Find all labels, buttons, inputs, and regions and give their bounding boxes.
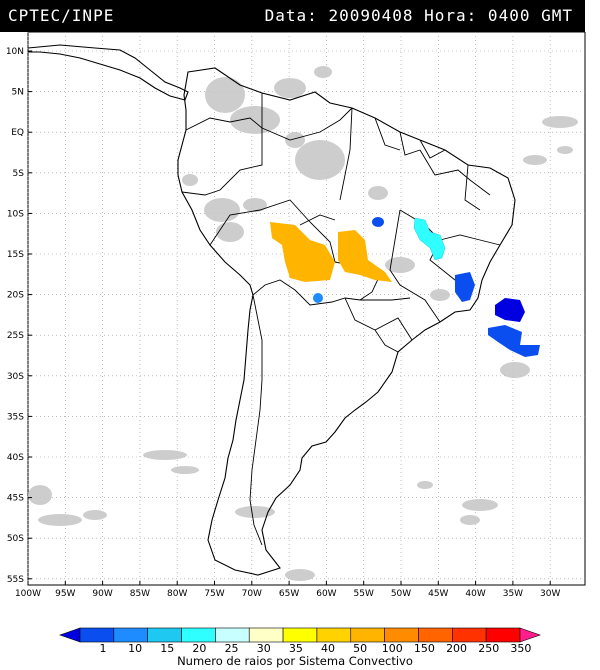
lat-label: 40S: [7, 453, 24, 463]
lat-label: 15S: [7, 250, 24, 260]
lat-label: 30S: [7, 372, 24, 382]
lon-label: 30W: [540, 589, 560, 597]
cluster-darkblue: [495, 298, 525, 322]
lat-label: EQ: [11, 128, 24, 138]
legend-value: 100: [382, 642, 403, 655]
source-label: CPTEC/INPE: [8, 6, 115, 25]
legend-value: 10: [128, 642, 142, 655]
lon-label: 35W: [503, 589, 523, 597]
legend-colorbar: [59, 627, 541, 643]
longitude-labels: 100W 95W 90W 85W 80W 75W 70W 65W 60W 55W 50W 45W 40W…: [15, 581, 560, 597]
central-america-coastline: [27, 44, 189, 101]
legend-value: 350: [510, 642, 531, 655]
legend-value: 35: [289, 642, 303, 655]
cluster-orange-west: [270, 222, 335, 282]
lat-label: 5S: [13, 169, 25, 179]
legend-swatch: [485, 627, 521, 643]
map-grid: [27, 32, 585, 585]
lat-label: 25S: [7, 331, 24, 341]
legend-value: 50: [353, 642, 367, 655]
legend-labels: 1 10 15 20 25 30 35 40 50 100 150 200 250 350: [100, 642, 532, 655]
legend-value: 25: [225, 642, 239, 655]
legend-value: 250: [478, 642, 499, 655]
lat-label: 20S: [7, 291, 24, 301]
legend-title: Numero de raios por Sistema Convectivo: [177, 654, 413, 668]
legend-arrow-right: [519, 627, 541, 643]
legend-value: 30: [257, 642, 271, 655]
datetime-label: Data: 20090408 Hora: 0400 GMT: [264, 6, 573, 25]
lon-label: 55W: [354, 589, 374, 597]
lon-label: 60W: [316, 589, 336, 597]
lon-label: 100W: [15, 589, 41, 597]
cluster-orange-east: [338, 230, 392, 282]
legend-swatch: [350, 627, 385, 643]
legend-value: 1: [100, 642, 107, 655]
lat-label: 55S: [7, 575, 24, 585]
lon-label: 90W: [92, 589, 112, 597]
color-legend: 1 10 15 20 25 30 35 40 50 100 150 200 250 350 Numero …: [59, 627, 541, 668]
map-header: CPTEC/INPE Data: 20090408 Hora: 0400 GMT: [0, 0, 585, 32]
lightning-map: 10N5NEQ5S10S15S20S25S30S35S40S45S50S55S …: [6, 32, 586, 597]
legend-swatch: [384, 627, 419, 643]
lat-label: 50S: [7, 534, 24, 544]
lightning-clusters: [270, 217, 540, 357]
lon-label: 95W: [55, 589, 75, 597]
lon-label: 80W: [167, 589, 187, 597]
cluster-cyan: [413, 217, 446, 261]
lon-label: 40W: [465, 589, 485, 597]
legend-swatch: [79, 627, 115, 643]
lon-label: 75W: [204, 589, 224, 597]
legend-swatch: [248, 627, 284, 643]
legend-swatch: [452, 627, 487, 643]
lat-label: 45S: [7, 494, 24, 504]
lon-label: 65W: [279, 589, 299, 597]
legend-value: 200: [446, 642, 467, 655]
lon-label: 50W: [391, 589, 411, 597]
legend-value: 150: [414, 642, 435, 655]
cluster-blue-1: [372, 217, 384, 227]
legend-value: 20: [192, 642, 206, 655]
legend-swatch: [147, 627, 182, 643]
legend-swatch: [418, 627, 453, 643]
lat-label: 10N: [6, 47, 24, 57]
legend-swatch: [316, 627, 352, 643]
latitude-labels: 10N 5N EQ 5S 10S 15S 20S 25S 30S 35S 40S 45S 50S 55S: [6, 47, 32, 585]
cluster-blue-south: [488, 325, 540, 357]
legend-swatch: [215, 627, 250, 643]
lat-label: 5N: [12, 88, 24, 98]
lat-label: 35S: [7, 412, 24, 422]
legend-swatch: [113, 627, 148, 643]
legend-arrow-left: [59, 627, 81, 643]
legend-swatch: [181, 627, 216, 643]
lat-label: 10S: [7, 209, 24, 219]
legend-value: 15: [160, 642, 174, 655]
legend-swatch: [282, 627, 318, 643]
lon-label: 85W: [130, 589, 150, 597]
map-frame: [27, 32, 586, 586]
cluster-blue-3: [313, 293, 323, 303]
lon-label: 45W: [428, 589, 448, 597]
legend-value: 40: [321, 642, 335, 655]
lon-label: 70W: [242, 589, 262, 597]
cluster-blue-2: [455, 272, 475, 302]
cloud-cover: [28, 66, 578, 581]
